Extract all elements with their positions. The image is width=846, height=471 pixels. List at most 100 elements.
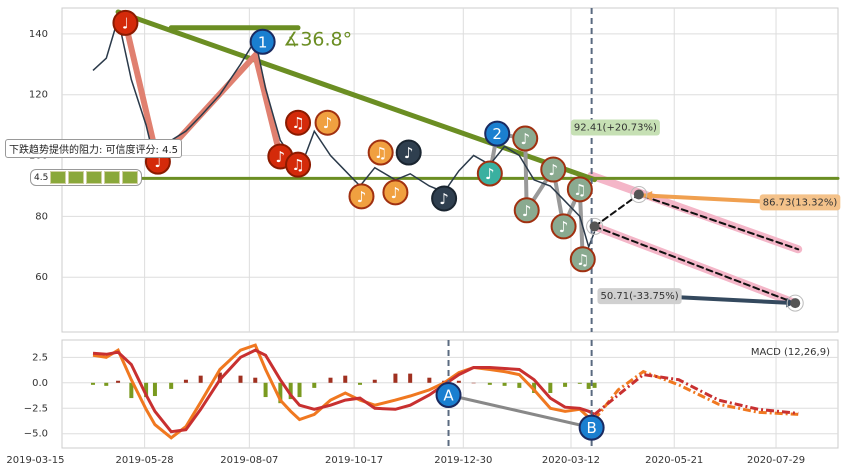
- marker: [578, 414, 605, 441]
- y-tick-label: 120: [29, 90, 48, 101]
- target-ring: [786, 294, 804, 312]
- histogram-bar: [592, 382, 597, 388]
- arrow-head: [643, 191, 653, 201]
- histogram-bar: [116, 380, 121, 383]
- x-tick-label: 2020-07-29: [747, 455, 805, 466]
- annotation-label: 50.71(-33.75%): [600, 291, 678, 302]
- marker: [540, 156, 567, 183]
- y-tick-label: 60: [35, 272, 48, 283]
- histogram-bar: [358, 382, 363, 385]
- histogram-bar: [427, 377, 432, 383]
- annotation-line: [641, 193, 765, 204]
- target-dot: [633, 189, 644, 200]
- y-tick-label: 0.0: [32, 378, 48, 389]
- marker-symbol: ♪: [559, 218, 569, 236]
- marker-symbol: ♫: [374, 144, 387, 162]
- marker-symbol: ♪: [522, 202, 532, 220]
- rating-box: 4.5: [30, 169, 143, 186]
- label-box: [597, 288, 682, 305]
- star: [122, 171, 139, 184]
- x-tick-label: 2020-05-21: [645, 455, 703, 466]
- marker-symbol: ♪: [391, 184, 401, 202]
- marker: [484, 120, 511, 147]
- series-line: [92, 348, 596, 434]
- histogram-bar: [144, 382, 149, 398]
- marker-symbol: ♫: [291, 114, 304, 132]
- histogram-bar: [183, 379, 188, 383]
- histogram-bar: [253, 377, 258, 383]
- y-tick-label: −5.0: [24, 429, 48, 440]
- star: [50, 171, 67, 184]
- marker: [382, 179, 409, 206]
- y-tick-label: 2.5: [32, 352, 48, 363]
- marker: [367, 139, 394, 166]
- marker: [249, 28, 276, 55]
- marker: [512, 125, 539, 152]
- histogram-bar: [517, 382, 522, 388]
- histogram-bar: [312, 382, 317, 388]
- marker-symbol: ♪: [323, 114, 333, 132]
- marker-symbol: ♪: [520, 130, 530, 148]
- annotation-label: 86.73(13.32%): [763, 197, 838, 208]
- histogram-bar: [456, 380, 461, 383]
- y-tick-label: 80: [35, 211, 48, 222]
- marker: [435, 382, 462, 409]
- histogram-bar: [278, 382, 283, 404]
- marker: [569, 246, 596, 273]
- rating-value: 4.5: [34, 172, 49, 183]
- marker: [513, 197, 540, 224]
- histogram-bar: [487, 382, 492, 385]
- star: [104, 171, 121, 184]
- histogram-bar: [263, 382, 268, 398]
- series-line: [593, 373, 799, 416]
- marker: [285, 109, 312, 136]
- histogram-bar: [90, 382, 95, 385]
- marker: [314, 109, 341, 136]
- marker: [431, 185, 458, 212]
- histogram-bar: [297, 382, 302, 398]
- marker-symbol: 1: [258, 33, 268, 51]
- marker-symbol: ♫: [573, 181, 586, 199]
- marker-symbol: ♪: [276, 148, 286, 166]
- target-dot: [589, 221, 600, 232]
- histogram-bar: [152, 382, 157, 397]
- histogram-bar: [372, 379, 377, 383]
- histogram-bar: [577, 382, 582, 384]
- marker-symbol: ♪: [485, 165, 495, 183]
- annotation-line: [447, 393, 594, 430]
- annotation-label: ∡36.8°: [283, 28, 352, 50]
- histogram-bar: [129, 382, 134, 399]
- x-tick-label: 2019-12-30: [434, 455, 492, 466]
- annotation-line: [593, 225, 797, 305]
- histogram-bar: [328, 377, 333, 383]
- histogram-bar: [169, 382, 174, 389]
- label-box: [570, 119, 660, 136]
- histogram-bar: [198, 375, 203, 383]
- target-ring: [586, 217, 604, 235]
- marker-symbol: ♫: [576, 251, 589, 269]
- marker: [348, 183, 375, 210]
- histogram-bar: [471, 382, 476, 384]
- annotation-label: 92.41(+20.73%): [574, 123, 657, 134]
- annotation-line: [676, 295, 798, 306]
- marker-symbol: ♩: [122, 14, 129, 32]
- marker-symbol: 2: [492, 125, 502, 143]
- star: [86, 171, 103, 184]
- marker: [566, 176, 593, 203]
- marker: [476, 160, 503, 187]
- series-line: [593, 369, 799, 421]
- label-box: [759, 194, 841, 211]
- marker-symbol: ♫: [291, 156, 304, 174]
- histogram-bar: [393, 373, 398, 383]
- marker-symbol: ♪: [357, 188, 367, 206]
- histogram-bar: [502, 382, 507, 386]
- x-tick-label: 2019-08-07: [220, 455, 278, 466]
- annotation-line: [115, 9, 598, 183]
- histogram-bar: [104, 382, 109, 386]
- histogram-bar: [408, 373, 413, 383]
- target-ring: [630, 185, 648, 203]
- star: [68, 171, 85, 184]
- marker: [112, 9, 139, 36]
- histogram-bar: [563, 382, 568, 387]
